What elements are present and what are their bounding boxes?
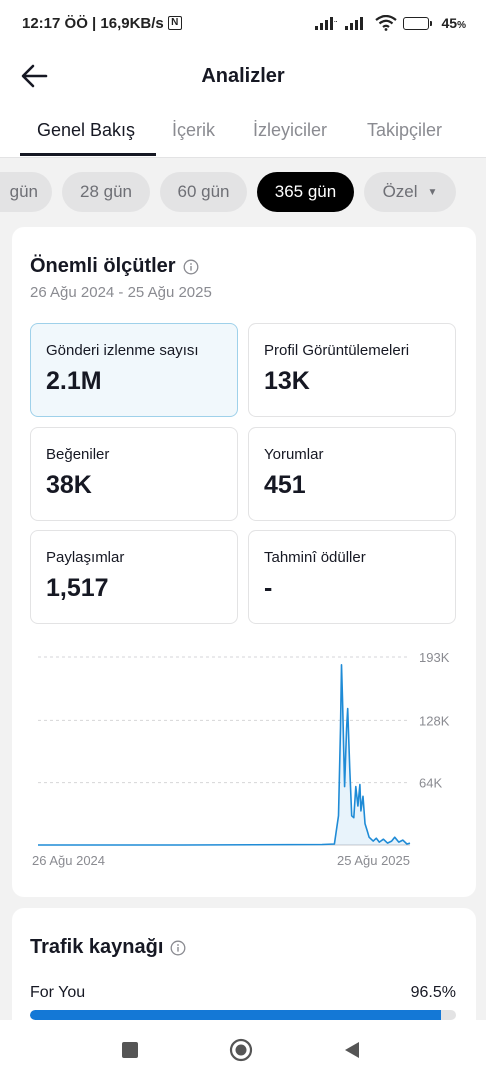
- metric-value: 451: [264, 471, 306, 499]
- system-nav-bar: [0, 1020, 486, 1080]
- traffic-source-value: 96.5%: [410, 984, 456, 1001]
- app-header: Analizler: [0, 46, 486, 106]
- metric-profile-views[interactable]: Profil Görüntülemeleri 13K: [248, 323, 456, 417]
- metric-value: 1,517: [46, 574, 109, 602]
- metric-label: Gönderi izlenme sayısı: [46, 342, 199, 359]
- metric-label: Yorumlar: [264, 446, 324, 463]
- chip-365-days[interactable]: 365 gün: [257, 172, 354, 212]
- traffic-source-row: For You 96.5%: [30, 984, 456, 1002]
- info-icon[interactable]: [183, 259, 199, 275]
- date-range-chips: gün 28 gün 60 gün 365 gün Özel ▼: [0, 158, 486, 228]
- tab-takipciler[interactable]: Takipçiler: [367, 120, 443, 140]
- circle-home-icon[interactable]: [229, 1038, 253, 1062]
- tab-izleyiciler[interactable]: İzleyiciler: [253, 120, 328, 140]
- traffic-source-bar: [30, 1010, 456, 1020]
- y-tick-label: 128K: [419, 713, 450, 728]
- key-metrics-card: Önemli ölçütler 26 Ağu 2024 - 25 Ağu 202…: [12, 227, 476, 897]
- status-right: .. 45%: [314, 15, 466, 31]
- metric-estimated-rewards[interactable]: Tahminî ödüller -: [248, 530, 456, 624]
- nfc-icon: N: [167, 16, 182, 30]
- battery-percent: 45%: [441, 15, 466, 31]
- info-icon[interactable]: [170, 940, 186, 956]
- key-metrics-heading: Önemli ölçütler: [30, 255, 199, 278]
- signal-icon-2: [344, 17, 363, 30]
- metric-comments[interactable]: Yorumlar 451: [248, 427, 456, 521]
- metric-label: Tahminî ödüller: [264, 549, 366, 566]
- metric-post-views[interactable]: Gönderi izlenme sayısı 2.1M: [30, 323, 238, 417]
- chip-60-days[interactable]: 60 gün: [160, 172, 247, 212]
- active-tab-indicator: [20, 153, 156, 156]
- traffic-title: Trafik kaynağı: [30, 936, 164, 958]
- tab-icerik[interactable]: İçerik: [172, 120, 216, 140]
- arrow-left-icon[interactable]: [20, 62, 50, 90]
- chip-28-days[interactable]: 28 gün: [62, 172, 150, 212]
- tab-genel-bakis[interactable]: Genel Bakış: [37, 120, 136, 140]
- views-chart: 193K 128K 64K 26 Ağu 2024 25 Ağu 2025: [32, 652, 450, 868]
- triangle-back-icon[interactable]: [340, 1038, 364, 1062]
- square-icon[interactable]: [118, 1038, 142, 1062]
- traffic-source-bar-fill: [30, 1010, 442, 1020]
- metric-value: -: [264, 574, 273, 602]
- x-tick-label: 26 Ağu 2024: [32, 853, 105, 868]
- key-metrics-title: Önemli ölçütler: [30, 255, 176, 277]
- metric-value: 38K: [46, 471, 92, 499]
- metric-shares[interactable]: Paylaşımlar 1,517: [30, 530, 238, 624]
- x-tick-label: 25 Ağu 2025: [337, 853, 410, 868]
- svg-text:..: ..: [334, 18, 338, 24]
- series-line: [38, 664, 411, 846]
- status-time-speed: 12:17 ÖÖ | 16,9KB/s: [22, 14, 164, 32]
- metric-label: Paylaşımlar: [46, 549, 125, 566]
- chip-days[interactable]: gün: [0, 172, 52, 212]
- status-left: 12:17 ÖÖ | 16,9KB/s N: [22, 15, 182, 32]
- traffic-source-label: For You: [30, 984, 86, 1001]
- signal-icon: ..: [314, 17, 338, 30]
- tab-bar: Genel Bakış İçerik İzleyiciler Takipçile…: [0, 106, 486, 158]
- caret-down-icon: ▼: [427, 186, 438, 198]
- metric-label: Beğeniler: [46, 446, 110, 463]
- metric-value: 13K: [264, 367, 310, 395]
- metric-label: Profil Görüntülemeleri: [264, 342, 410, 359]
- wifi-icon: [374, 15, 397, 31]
- date-range-text: 26 Ağu 2024 - 25 Ağu 2025: [30, 284, 212, 301]
- status-bar: 12:17 ÖÖ | 16,9KB/s N .. 45%: [0, 0, 486, 46]
- metric-likes[interactable]: Beğeniler 38K: [30, 427, 238, 521]
- battery-icon: [402, 16, 432, 30]
- y-tick-label: 64K: [419, 776, 442, 791]
- page-title: Analizler: [201, 64, 285, 87]
- metric-value: 2.1M: [46, 367, 102, 395]
- chip-custom[interactable]: Özel ▼: [364, 172, 456, 212]
- y-tick-label: 193K: [419, 652, 450, 665]
- traffic-heading: Trafik kaynağı: [30, 936, 186, 959]
- chip-custom-label: Özel: [382, 182, 418, 201]
